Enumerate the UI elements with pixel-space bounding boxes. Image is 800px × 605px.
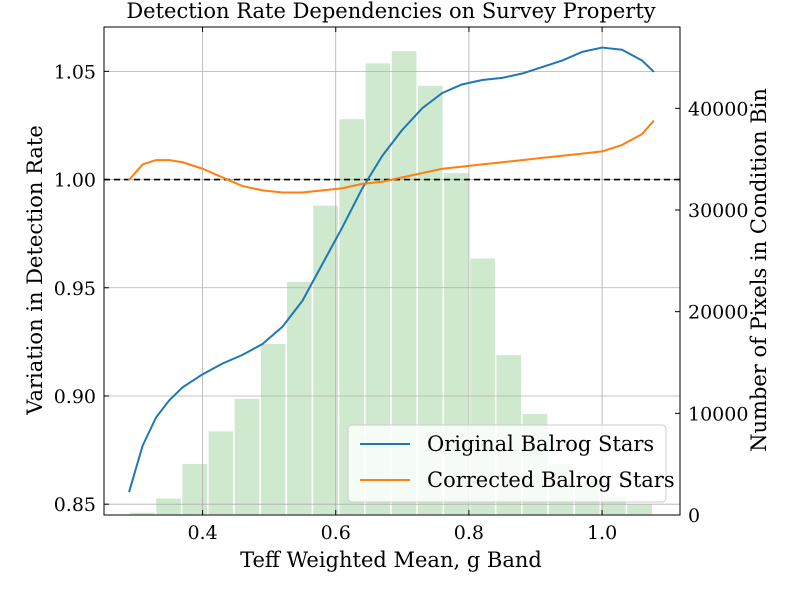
- series-layer: [128, 46, 655, 493]
- y2-tick-label: 10000: [688, 403, 748, 425]
- tick-layer: 0.4 0.6 0.8 1.0 0.85 0.90 0.95 1.00 1.05 0 10000 20…: [54, 27, 748, 544]
- legend: Original Balrog Stars Corrected Balrog S…: [347, 424, 675, 503]
- chart-title: Detection Rate Dependencies on Survey Pr…: [126, 0, 655, 23]
- series-line-corrected: [128, 120, 655, 194]
- histogram-bar: [180, 462, 209, 516]
- y-tick-label: 1.00: [54, 170, 96, 192]
- histogram-bar: [625, 503, 654, 516]
- series-line-original: [128, 46, 655, 493]
- y2-axis-title: Number of Pixels in Condition Bin: [747, 88, 771, 452]
- histogram-bar: [154, 496, 183, 516]
- x-tick-label: 0.8: [454, 522, 484, 544]
- histogram-bar: [207, 429, 235, 516]
- legend-label-corrected: Corrected Balrog Stars: [427, 468, 675, 492]
- x-axis-title: Teff Weighted Mean, g Band: [240, 548, 542, 572]
- y-axis-title: Variation in Detection Rate: [23, 125, 47, 416]
- y-tick-label: 1.05: [54, 61, 96, 83]
- y2-tick-label: 40000: [688, 98, 748, 120]
- y2-tick-label: 0: [688, 505, 700, 527]
- histogram-bar: [259, 342, 288, 516]
- x-tick-label: 0.6: [321, 522, 351, 544]
- x-tick-label: 0.4: [187, 522, 217, 544]
- axes-frame: [103, 26, 681, 516]
- grid-layer: [104, 27, 680, 515]
- histogram-bar: [311, 204, 340, 516]
- x-tick-label: 1.0: [587, 522, 617, 544]
- y-tick-label: 0.85: [54, 494, 96, 516]
- y-tick-label: 0.95: [54, 278, 96, 300]
- legend-label-original: Original Balrog Stars: [427, 432, 654, 456]
- plot-frame: [103, 26, 681, 516]
- y-tick-label: 0.90: [54, 386, 96, 408]
- y2-tick-label: 30000: [688, 200, 748, 222]
- y2-tick-label: 20000: [688, 302, 748, 324]
- legend-box: [347, 424, 667, 503]
- histogram-bar: [233, 397, 261, 516]
